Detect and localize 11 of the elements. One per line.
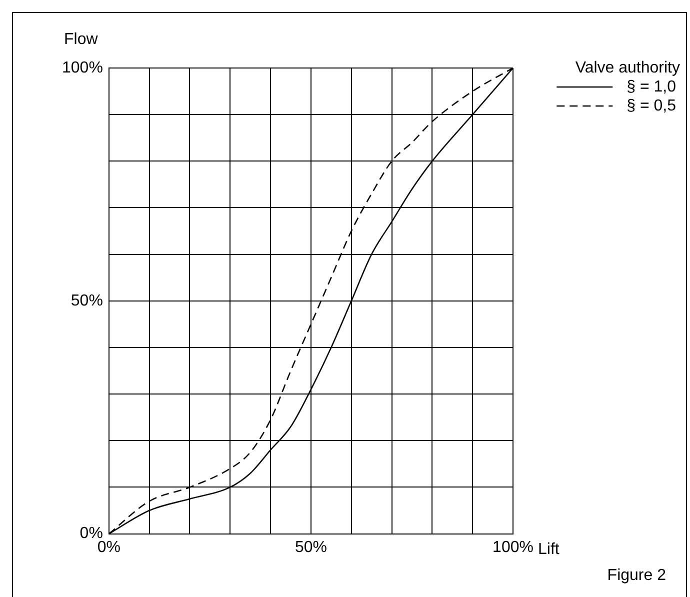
caption: Figure 2 (607, 567, 666, 584)
legend-title: Valve authority (575, 59, 680, 76)
y-tick-label: 100% (62, 59, 103, 76)
x-axis-title: Lift (538, 541, 560, 558)
legend-label: § = 0,5 (626, 97, 676, 114)
x-tick-label: 50% (294, 538, 327, 556)
x-tick-label: 0% (97, 538, 120, 556)
legend-label: § = 1,0 (626, 78, 676, 96)
y-axis-title: Flow (64, 31, 98, 48)
x-tick-label: 100% (492, 538, 534, 556)
y-tick-label: 50% (70, 292, 103, 310)
